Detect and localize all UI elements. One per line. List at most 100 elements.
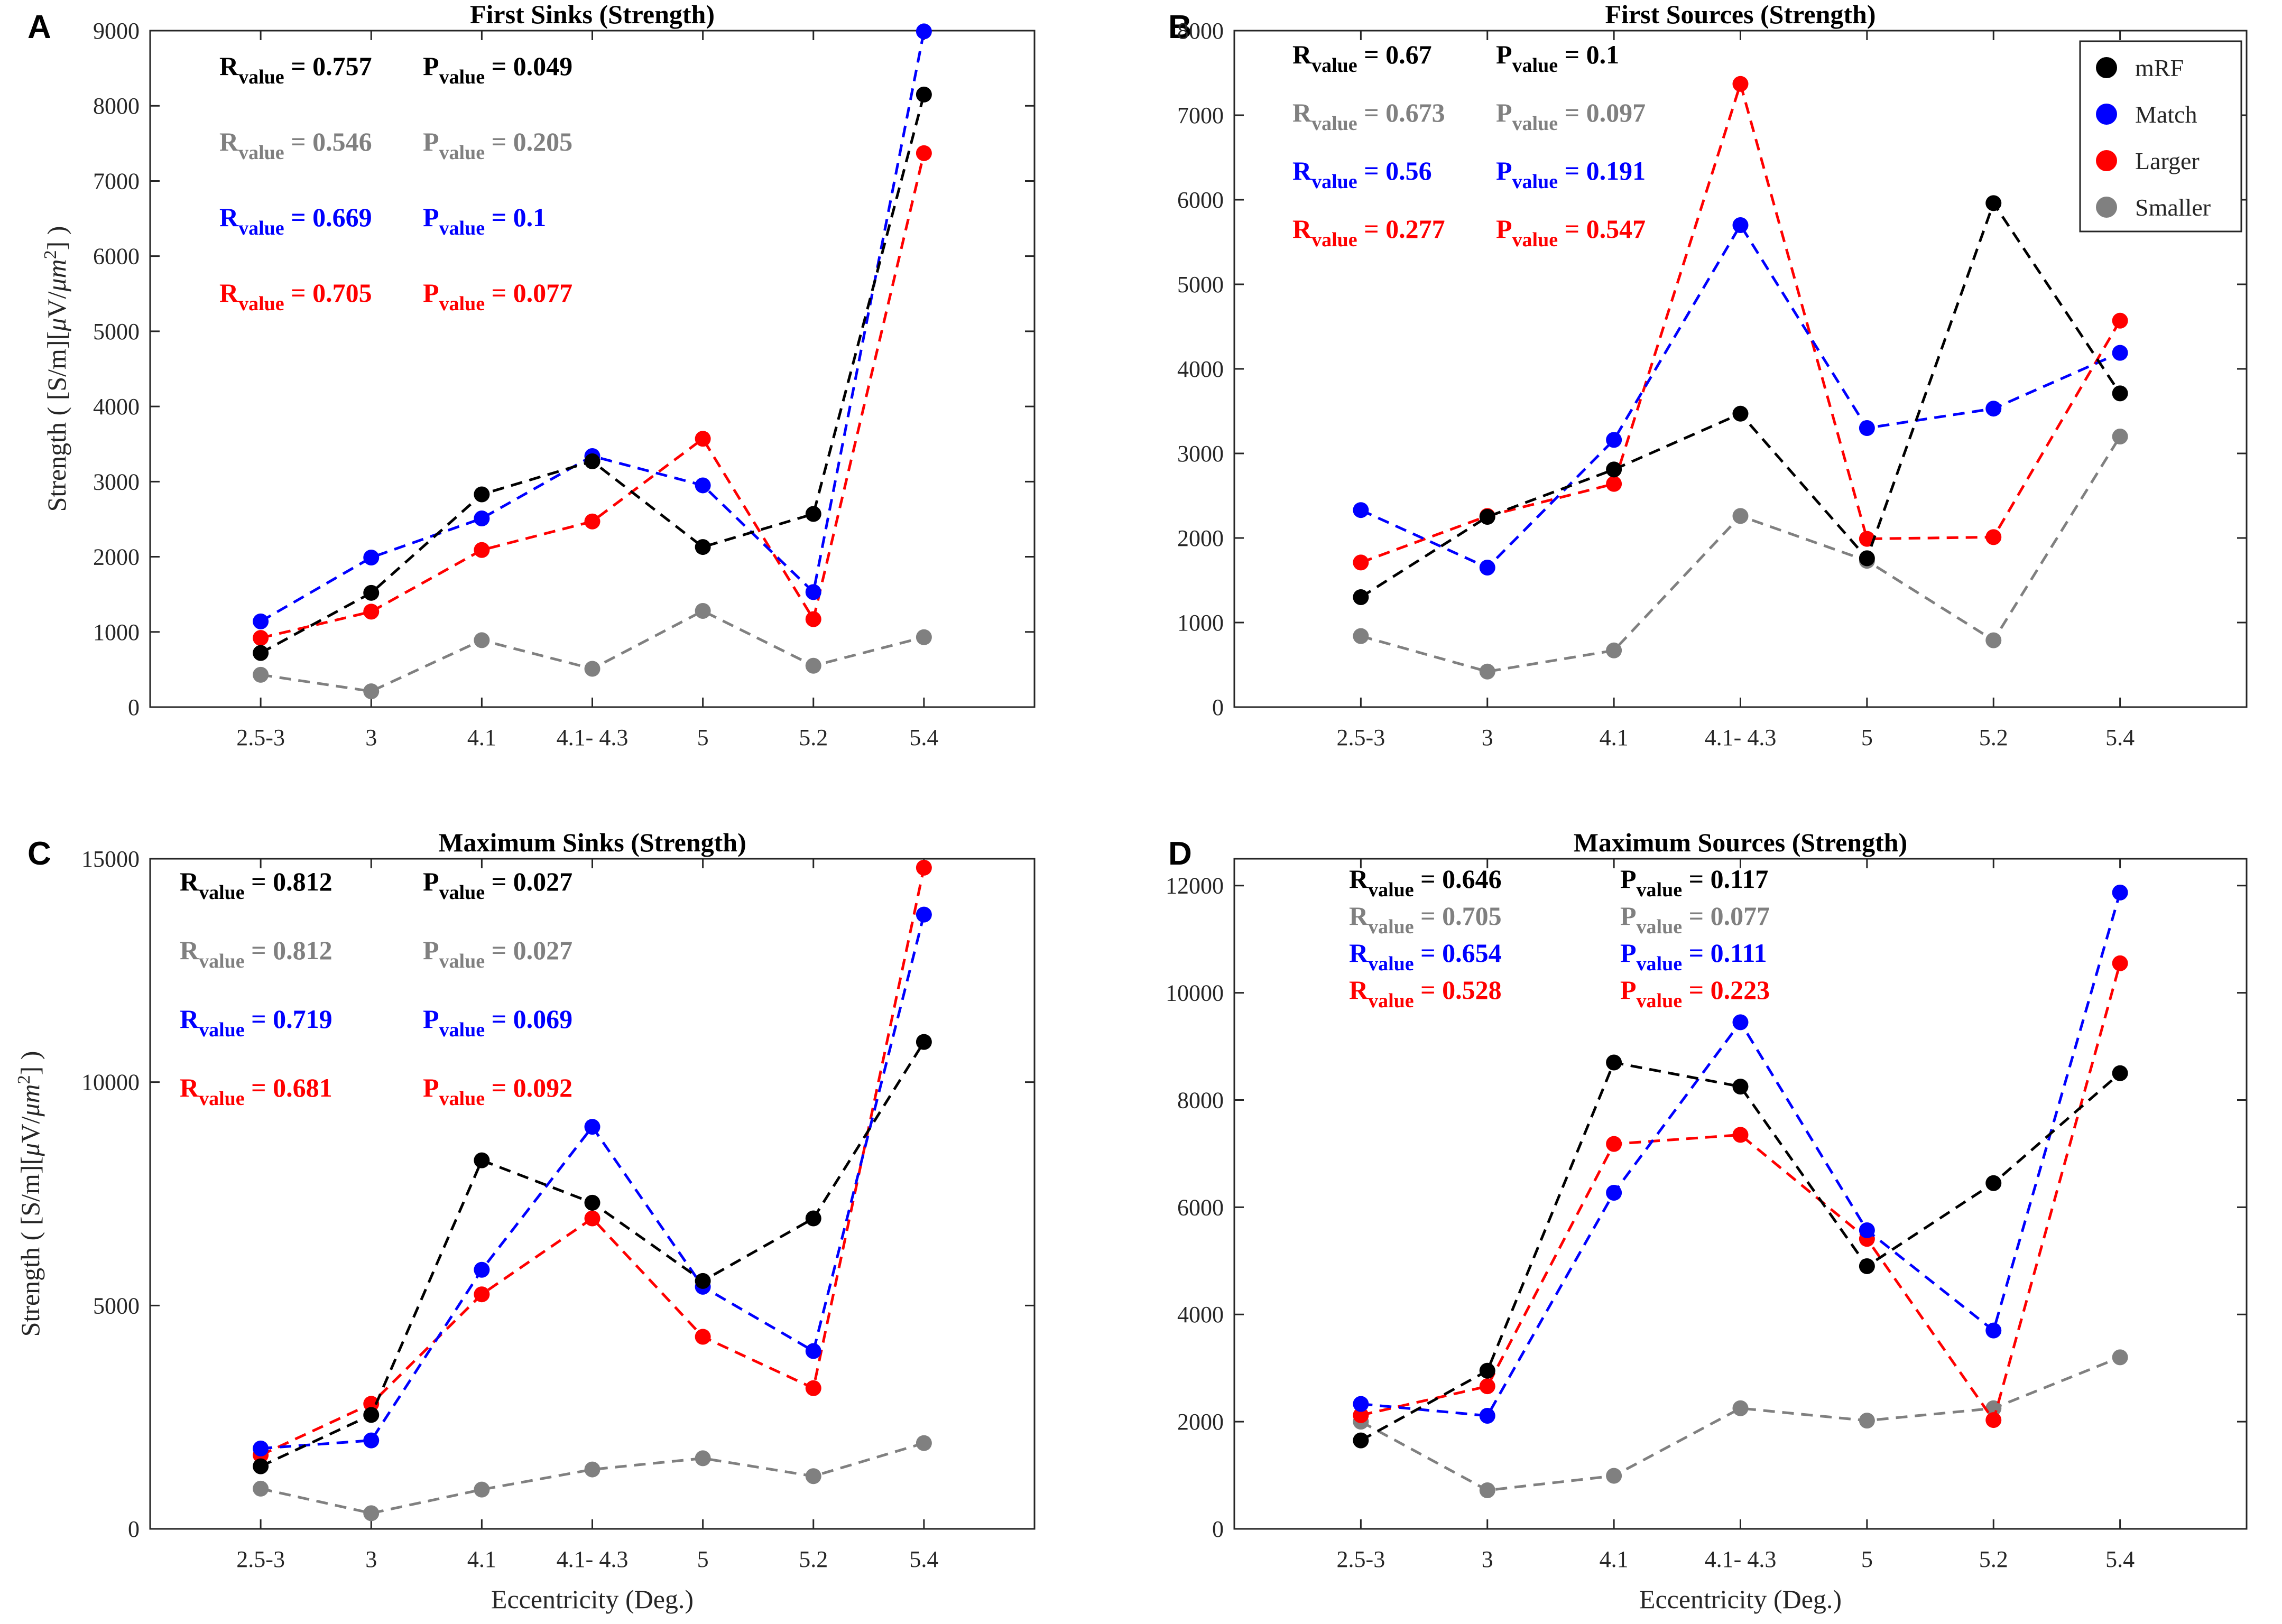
- stat-row: Rvalue = 0.719 Pvalue = 0.069: [180, 1004, 572, 1041]
- stat-part: value: [1311, 54, 1357, 77]
- data-point-mrf: [695, 539, 711, 555]
- data-point-match: [1985, 1322, 2002, 1339]
- stat-row: Rvalue = 0.546 Pvalue = 0.205: [219, 127, 572, 164]
- y-axis-label-part: V/: [42, 292, 71, 318]
- y-axis-label-part: 2: [14, 1075, 34, 1084]
- series-smaller: [253, 602, 932, 700]
- panel-letter-d: D: [1168, 836, 1192, 872]
- stat-part: =: [1357, 156, 1386, 185]
- p-value-stat: Pvalue = 0.1: [423, 202, 546, 239]
- data-point-smaller: [695, 602, 711, 619]
- x-tick-label: 4.1- 4.3: [1705, 725, 1777, 750]
- x-tick-label: 5.2: [799, 725, 828, 750]
- stat-part: =: [1558, 98, 1586, 127]
- series-smaller: [253, 1435, 932, 1521]
- stat-row: Rvalue = 0.528 Pvalue = 0.223: [1349, 975, 1770, 1012]
- data-point-match: [805, 584, 821, 600]
- data-point-mrf: [1985, 1175, 2002, 1191]
- stat-part: =: [485, 867, 513, 896]
- data-point-match: [474, 1261, 490, 1278]
- stat-part: =: [485, 1004, 513, 1034]
- series-mrf: [1353, 195, 2128, 605]
- stat-part: R: [180, 1073, 199, 1102]
- y-tick-label: 9000: [93, 18, 140, 44]
- data-point-smaller: [363, 683, 380, 700]
- data-point-match: [805, 1343, 821, 1359]
- stat-part: value: [199, 950, 245, 972]
- r-value-stat: Rvalue = 0.757: [219, 51, 372, 88]
- data-point-match: [253, 613, 269, 629]
- p-value-stat: Pvalue = 0.191: [1496, 156, 1646, 193]
- stat-part: =: [1682, 938, 1711, 968]
- stat-part: R: [1349, 901, 1369, 931]
- data-point-mrf: [363, 1407, 380, 1423]
- stat-part: R: [180, 935, 199, 965]
- stat-part: =: [284, 51, 313, 81]
- data-point-larger: [584, 513, 600, 530]
- stat-part: 0.1: [513, 202, 547, 232]
- data-point-mrf: [805, 506, 821, 522]
- y-tick-label: 5000: [93, 1293, 140, 1319]
- y-tick-label: 4000: [93, 394, 140, 420]
- x-tick-label: 5.4: [909, 1546, 938, 1572]
- p-value-stat: Pvalue = 0.205: [423, 127, 572, 164]
- series-mrf: [253, 86, 932, 661]
- y-tick-label: 6000: [1177, 1194, 1224, 1220]
- stat-part: value: [1512, 229, 1558, 251]
- x-tick-label: 5.2: [1979, 1546, 2008, 1572]
- r-value-stat: Rvalue = 0.654: [1349, 938, 1502, 975]
- stat-part: value: [1311, 113, 1357, 135]
- data-point-match: [1353, 502, 1369, 518]
- legend: mRF Match Larger Smaller: [2079, 40, 2242, 233]
- y-tick-label: 5000: [1177, 272, 1224, 298]
- y-tick-label: 1000: [93, 619, 140, 645]
- stat-part: P: [1496, 156, 1512, 185]
- x-tick-label: 4.1- 4.3: [1705, 1546, 1777, 1572]
- data-point-match: [1479, 1407, 1495, 1424]
- stat-part: 0.111: [1711, 938, 1767, 968]
- stat-part: =: [485, 278, 513, 308]
- data-point-match: [2112, 884, 2128, 901]
- y-axis-label-part: Strength ( [S/m][: [42, 331, 71, 512]
- stat-part: 0.719: [273, 1004, 332, 1034]
- data-point-match: [1606, 432, 1622, 448]
- y-tick-label: 3000: [93, 469, 140, 495]
- x-tick-label: 3: [1482, 1546, 1493, 1572]
- data-point-smaller: [584, 661, 600, 677]
- data-point-smaller: [1985, 632, 2002, 648]
- stat-part: value: [1637, 916, 1683, 938]
- data-point-smaller: [1985, 1400, 2002, 1416]
- data-point-smaller: [2112, 1349, 2128, 1366]
- panel-d: D 2.5-3 3 4.1 4.1- 4.3 5 5.2 5.4 0 2000 4000 6000 80…: [1166, 828, 2248, 1614]
- legend-marker-match: [2096, 104, 2117, 125]
- data-point-match: [916, 906, 932, 923]
- data-point-smaller: [1606, 1468, 1622, 1484]
- r-value-stat: Rvalue = 0.67: [1292, 40, 1432, 77]
- x-tick-label: 5: [697, 1546, 709, 1572]
- x-axis-label: Eccentricity (Deg.): [491, 1584, 694, 1614]
- r-value-stat: Rvalue = 0.646: [1349, 864, 1502, 901]
- x-axis-label: Eccentricity (Deg.): [1639, 1584, 1842, 1614]
- r-value-stat: Rvalue = 0.669: [219, 202, 372, 239]
- y-axis-label-part: 2: [41, 250, 60, 259]
- data-point-smaller: [1479, 1482, 1495, 1498]
- data-point-smaller: [253, 666, 269, 683]
- y-tick-label: 12000: [1166, 873, 1224, 899]
- p-value-stat: Pvalue = 0.027: [423, 867, 572, 904]
- stat-part: 0.705: [1442, 901, 1502, 931]
- x-tick-label: 5.4: [909, 725, 938, 750]
- data-point-smaller: [695, 1450, 711, 1467]
- data-point-larger: [1606, 476, 1622, 492]
- data-point-mrf: [1353, 589, 1369, 605]
- x-tick-label: 2.5-3: [236, 725, 285, 750]
- p-value-stat: Pvalue = 0.547: [1496, 214, 1646, 251]
- stat-part: 0.117: [1711, 864, 1769, 894]
- stat-part: value: [1368, 990, 1414, 1012]
- stat-part: R: [219, 51, 239, 81]
- p-value-stat: Pvalue = 0.1: [1496, 40, 1619, 77]
- stat-part: =: [1414, 864, 1443, 894]
- y-tick-label: 3000: [1177, 441, 1224, 467]
- stat-row: Rvalue = 0.67 Pvalue = 0.1: [1292, 40, 1619, 77]
- stat-part: R: [219, 202, 239, 232]
- y-axis-label-part: ] ): [15, 1051, 45, 1075]
